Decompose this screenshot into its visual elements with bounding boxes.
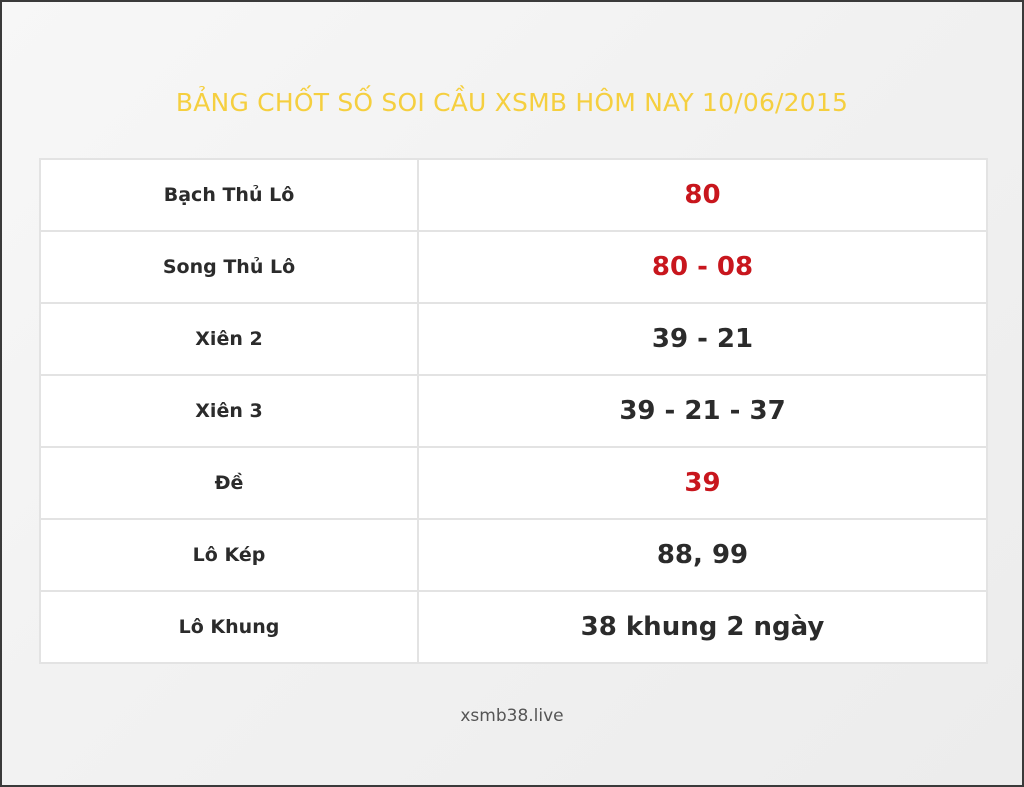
table-row: Xiên 2 39 - 21 (39, 302, 988, 376)
table-row: Lô Kép 88, 99 (39, 518, 988, 592)
row-label: Bạch Thủ Lô (39, 158, 419, 232)
prediction-table: Bạch Thủ Lô 80 Song Thủ Lô 80 - 08 Xiên 2 39 … (39, 158, 988, 664)
row-label: Đề (39, 446, 419, 520)
row-value: 88, 99 (417, 518, 988, 592)
row-value: 39 - 21 - 37 (417, 374, 988, 448)
row-label: Lô Kép (39, 518, 419, 592)
table-row: Đề 39 (39, 446, 988, 520)
row-value: 38 khung 2 ngày (417, 590, 988, 664)
row-value: 80 (417, 158, 988, 232)
site-watermark: xsmb38.live (460, 706, 564, 726)
row-label: Song Thủ Lô (39, 230, 419, 304)
row-value: 39 - 21 (417, 302, 988, 376)
row-label: Lô Khung (39, 590, 419, 664)
table-row: Song Thủ Lô 80 - 08 (39, 230, 988, 304)
row-value: 39 (417, 446, 988, 520)
row-label: Xiên 2 (39, 302, 419, 376)
row-label: Xiên 3 (39, 374, 419, 448)
row-value: 80 - 08 (417, 230, 988, 304)
page-title: BẢNG CHỐT SỐ SOI CẦU XSMB HÔM NAY 10/06/… (175, 88, 849, 117)
table-row: Lô Khung 38 khung 2 ngày (39, 590, 988, 664)
table-row: Xiên 3 39 - 21 - 37 (39, 374, 988, 448)
table-row: Bạch Thủ Lô 80 (39, 158, 988, 232)
